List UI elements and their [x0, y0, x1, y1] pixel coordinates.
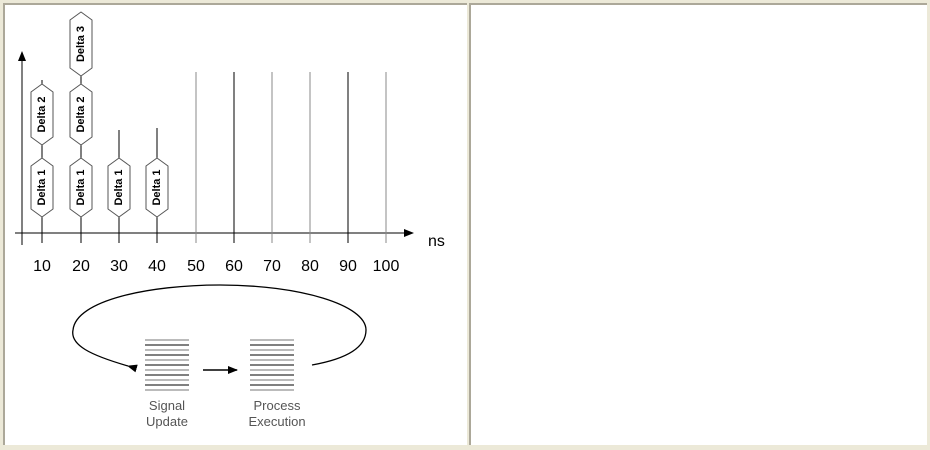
axis-unit-label: ns: [428, 233, 445, 250]
tick-label-60: 60: [225, 258, 243, 275]
delta-oval-30-1: Delta 1: [107, 157, 131, 218]
delta-oval-20-3: Delta 3: [69, 11, 93, 77]
tick-label-70: 70: [263, 258, 281, 275]
tick-label-50: 50: [187, 258, 205, 275]
tick-label-30: 30: [110, 258, 128, 275]
delta-label: Delta 3: [75, 26, 87, 62]
tick-label-20: 20: [72, 258, 90, 275]
delta-label: Delta 1: [36, 169, 48, 205]
delta-label: Delta 1: [151, 169, 163, 205]
delta-oval-20-1: Delta 1: [69, 157, 93, 218]
process-execution-label-1: Process: [254, 398, 301, 413]
delta-label: Delta 2: [36, 96, 48, 132]
delta-oval-10-2: Delta 2: [30, 83, 54, 146]
signal-update-stack: [145, 339, 189, 391]
tick-label-100: 100: [373, 258, 400, 275]
tick-label-90: 90: [339, 258, 357, 275]
process-execution-stack: [250, 339, 294, 391]
cycle-loop-arrow: [72, 284, 367, 373]
tick-label-10: 10: [33, 258, 51, 275]
signal-update-label-1: Signal: [149, 398, 185, 413]
tick-label-80: 80: [301, 258, 319, 275]
delta-label: Delta 2: [75, 96, 87, 132]
delta-oval-40-1: Delta 1: [145, 157, 169, 218]
signal-update-label-2: Update: [146, 414, 188, 429]
tick-label-40: 40: [148, 258, 166, 275]
empty-panel: [469, 3, 927, 445]
delta-label: Delta 1: [75, 169, 87, 205]
delta-oval-20-2: Delta 2: [69, 83, 93, 146]
delta-oval-10-1: Delta 1: [30, 157, 54, 218]
process-execution-label-2: Execution: [248, 414, 305, 429]
delta-label: Delta 1: [113, 169, 125, 205]
